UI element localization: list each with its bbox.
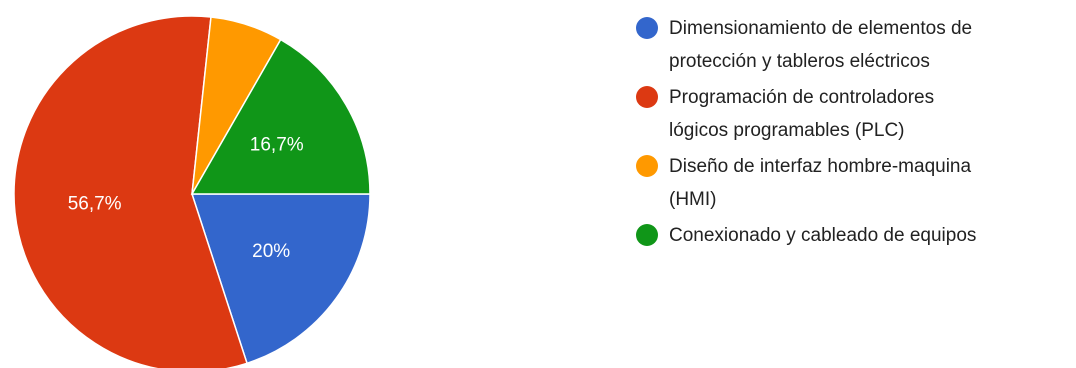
pie-slice-0	[190, 193, 371, 365]
legend-dot-icon	[636, 155, 658, 177]
pie-slice-3	[190, 38, 371, 195]
legend-label: Diseño de interfaz hombre-maquina (HMI)	[669, 156, 972, 210]
slice-label-3: 16,7%	[250, 134, 304, 155]
legend-dot-icon	[636, 17, 658, 39]
pie-labels: 20% 56,7% 16,7%	[68, 134, 304, 262]
pie-slice-1	[13, 15, 248, 368]
legend-dot-icon	[636, 224, 658, 246]
legend-label: Conexionado y cableado de equipos	[669, 225, 977, 246]
legend-item-0: Dimensionamiento de elementos de protecci…	[636, 12, 1066, 78]
legend-item-1: Programación de controladores lógicos pro…	[636, 81, 1066, 147]
pie-slices	[13, 15, 371, 368]
legend-item-3: Conexionado y cableado de equipos	[636, 219, 1066, 252]
legend-item-2: Diseño de interfaz hombre-maquina (HMI)	[636, 150, 1066, 216]
slice-label-0: 20%	[252, 241, 290, 262]
slice-label-1: 56,7%	[68, 194, 122, 215]
legend-dot-icon	[636, 86, 658, 108]
legend-label: Programación de controladores lógicos pro…	[669, 87, 935, 141]
chart-legend: Dimensionamiento de elementos de protecci…	[636, 12, 1066, 255]
pie-chart: 20% 56,7% 16,7%	[13, 15, 371, 368]
legend-label: Dimensionamiento de elementos de protecci…	[669, 18, 973, 72]
